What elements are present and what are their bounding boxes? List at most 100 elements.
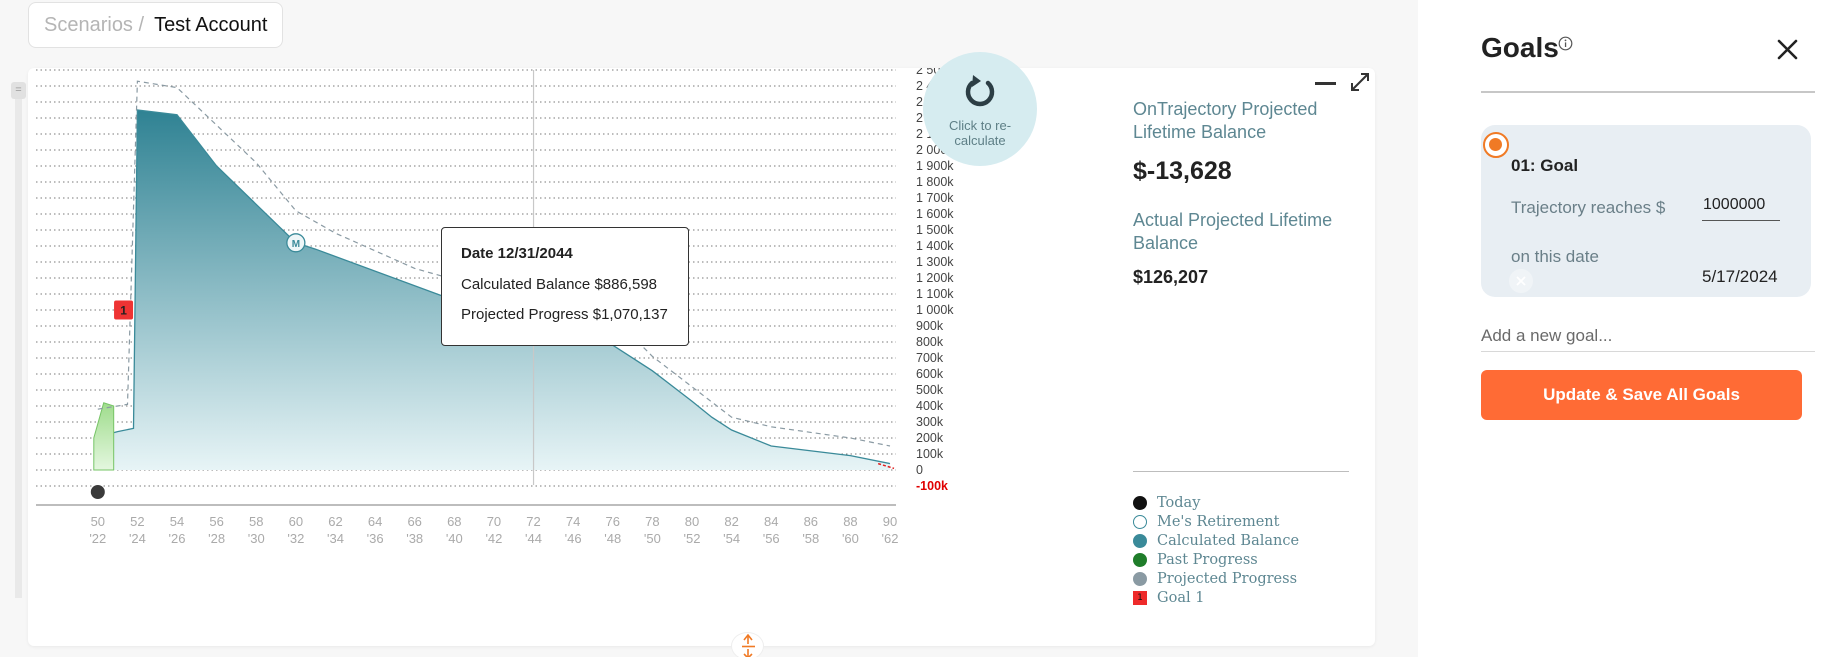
x-tick-age-label: 78 — [645, 514, 659, 529]
goal-select-radio[interactable] — [1483, 132, 1509, 158]
x-tick-age-label: 66 — [407, 514, 421, 529]
x-tick-year-label: '22 — [89, 531, 106, 546]
x-tick-year-label: '26 — [169, 531, 186, 546]
x-tick-age-label: 54 — [170, 514, 184, 529]
actual-balance-label: Actual Projected Lifetime Balance — [1133, 210, 1333, 253]
x-tick-year-label: '34 — [327, 531, 344, 546]
x-tick-year-label: '38 — [406, 531, 423, 546]
delete-goal-icon[interactable] — [1509, 269, 1533, 293]
x-tick-age-label: 76 — [606, 514, 620, 529]
ontrajectory-value: $-13,628 — [1133, 157, 1232, 185]
legend-swatch-icon — [1133, 495, 1147, 510]
resize-vertical-icon — [742, 633, 755, 657]
minimize-icon[interactable] — [1315, 76, 1337, 90]
x-tick-year-label: '56 — [763, 531, 780, 546]
recalculate-label: Click to re-calculate — [948, 118, 1012, 148]
tooltip-calc-value: $886,598 — [594, 275, 658, 293]
x-tick-age-label: 56 — [209, 514, 223, 529]
x-tick-year-label: '42 — [485, 531, 502, 546]
x-tick-age-label: 60 — [289, 514, 303, 529]
legend-divider — [1133, 471, 1349, 472]
x-tick-year-label: '32 — [287, 531, 304, 546]
legend-label: Past Progress — [1157, 551, 1258, 568]
x-tick-age-label: 52 — [130, 514, 144, 529]
add-goal-input[interactable] — [1481, 320, 1815, 352]
title-divider — [1481, 91, 1815, 93]
y-tick-label: 900k — [916, 319, 944, 333]
x-tick-year-label: '28 — [208, 531, 225, 546]
legend-swatch-icon — [1133, 514, 1147, 529]
x-tick-year-label: '62 — [882, 531, 899, 546]
x-tick-age-label: 82 — [724, 514, 738, 529]
resize-handle[interactable] — [731, 632, 764, 657]
drawer-handle-icon[interactable]: = — [11, 82, 26, 99]
tooltip-proj-value: $1,070,137 — [592, 306, 668, 323]
balance-summary: OnTrajectory Projected Lifetime Balance … — [1133, 98, 1373, 288]
goals-title: Goals — [1481, 32, 1559, 63]
goal-trajectory-label: Trajectory reaches $ — [1511, 198, 1666, 217]
past-progress-area — [93, 402, 115, 471]
breadcrumb: Scenarios / Test Account — [28, 2, 284, 48]
side-collapse-rail[interactable]: = — [11, 82, 26, 598]
x-tick-age-label: 68 — [447, 514, 461, 529]
x-tick-age-label: 88 — [843, 514, 857, 529]
today-marker — [89, 484, 106, 500]
chart-pane: Scenarios / Test Account = 2 500k2 400k2… — [11, 2, 1375, 657]
goal-date-value[interactable]: 5/17/2024 — [1702, 267, 1778, 286]
breadcrumb-current: Test Account — [154, 13, 268, 36]
x-tick-age-label: 70 — [487, 514, 501, 529]
legend-item[interactable]: Projected Progress — [1133, 569, 1299, 588]
x-tick-year-label: '60 — [842, 531, 859, 546]
x-tick-age-label: 74 — [566, 514, 580, 529]
legend-item[interactable]: 1 Goal 1 — [1133, 588, 1299, 607]
retirement-marker-label: M — [292, 239, 300, 250]
x-tick-age-label: 62 — [328, 514, 342, 529]
y-tick-label: 100k — [916, 447, 944, 461]
y-tick-label: 1 400k — [916, 239, 954, 253]
x-tick-age-label: 50 — [91, 514, 105, 529]
goal-1-marker — [114, 300, 134, 320]
chart-tooltip: Date 12/31/2044 Calculated Balance $886,… — [441, 227, 689, 346]
x-tick-year-label: '40 — [446, 531, 463, 546]
x-tick-age-label: 58 — [249, 514, 263, 529]
save-goals-button[interactable]: Update & Save All Goals — [1481, 370, 1802, 420]
breadcrumb-scenarios-link[interactable]: Scenarios / — [44, 13, 145, 36]
x-tick-age-label: 80 — [685, 514, 699, 529]
expand-icon[interactable] — [1349, 71, 1371, 93]
goal-flag-icon: 1 — [1133, 590, 1147, 605]
tooltip-proj-label: Projected Progress — [461, 306, 589, 323]
legend-item[interactable]: Calculated Balance — [1133, 531, 1299, 550]
legend-label: Calculated Balance — [1157, 532, 1300, 549]
negative-tail-line — [877, 462, 895, 470]
close-icon[interactable] — [1775, 37, 1800, 62]
tooltip-date: Date 12/31/2044 — [461, 245, 573, 262]
legend-label: Today — [1157, 494, 1201, 511]
x-tick-age-label: 84 — [764, 514, 778, 529]
goals-panel: Goals 01: Goal Trajectory reaches $ on t… — [1418, 0, 1821, 657]
retirement-marker — [286, 233, 306, 253]
y-tick-label: 200k — [916, 431, 944, 445]
x-tick-age-label: 72 — [526, 514, 540, 529]
legend-label: Me's Retirement — [1157, 513, 1280, 530]
goal-amount-input[interactable] — [1702, 194, 1780, 221]
y-tick-label: 300k — [916, 415, 944, 429]
y-tick-label: 800k — [916, 335, 944, 349]
legend-swatch-icon — [1133, 552, 1147, 567]
legend-label: Goal 1 — [1157, 589, 1205, 606]
goal-date-label: on this date — [1511, 247, 1599, 266]
y-tick-label: 500k — [916, 383, 944, 397]
y-tick-label: 1 100k — [916, 287, 954, 301]
legend-item[interactable]: Past Progress — [1133, 550, 1299, 569]
y-tick-label: 1 200k — [916, 271, 954, 285]
refresh-icon — [965, 75, 995, 107]
x-tick-year-label: '46 — [565, 531, 582, 546]
goal-name: 01: Goal — [1511, 156, 1579, 175]
legend-item[interactable]: Today — [1133, 493, 1299, 512]
x-tick-age-label: 64 — [368, 514, 382, 529]
recalculate-button[interactable]: Click to re-calculate — [923, 52, 1037, 166]
legend-label: Projected Progress — [1157, 570, 1298, 587]
legend-item[interactable]: Me's Retirement — [1133, 512, 1299, 531]
info-icon[interactable] — [1558, 36, 1573, 51]
calculated-balance-area — [93, 110, 891, 470]
